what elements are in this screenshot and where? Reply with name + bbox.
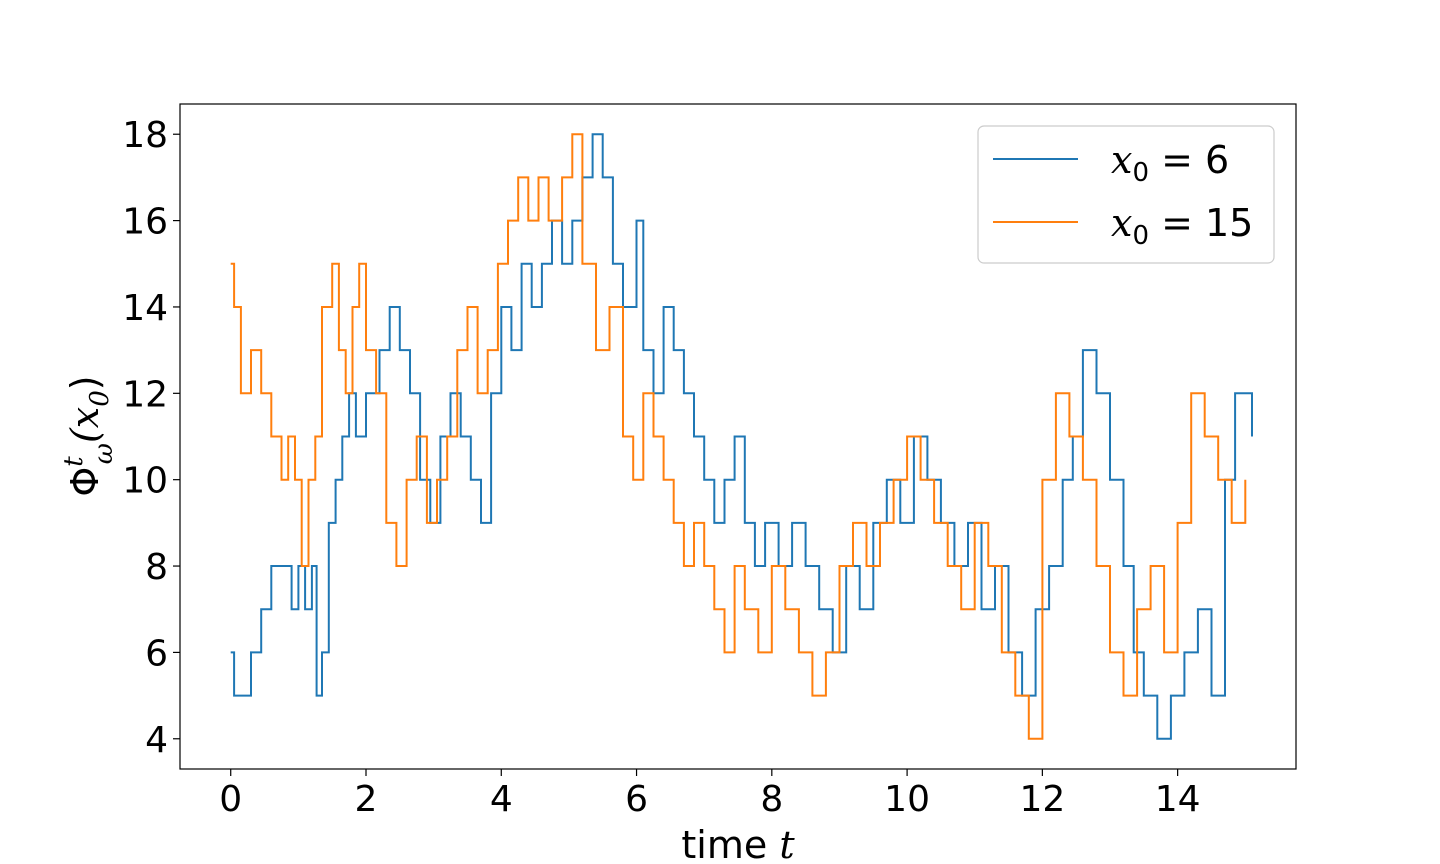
x-axis-label: time t xyxy=(681,823,795,864)
x-tick-label: 6 xyxy=(625,779,648,820)
x-tick-label: 0 xyxy=(219,779,242,820)
x-tick-label: 12 xyxy=(1019,779,1065,820)
y-tick-label: 10 xyxy=(122,461,168,502)
x-tick-label: 2 xyxy=(355,779,378,820)
y-tick-label: 18 xyxy=(122,115,168,156)
svg-text:Φtω(x0): Φtω(x0) xyxy=(59,375,119,496)
x-tick-label: 14 xyxy=(1155,779,1201,820)
y-tick-label: 8 xyxy=(145,547,168,588)
y-axis-label-main: Φ xyxy=(63,467,107,497)
y-tick-label: 4 xyxy=(145,720,168,761)
y-axis-label-close: ) xyxy=(63,375,107,390)
series-line-1 xyxy=(230,133,1253,740)
legend: x0 = 6 x0 = 15 xyxy=(977,125,1275,264)
series-layer xyxy=(230,133,1253,740)
y-axis-label: Φtω(x0) xyxy=(59,375,119,496)
legend-box xyxy=(977,125,1275,264)
series-line-2 xyxy=(230,133,1247,740)
y-tick-label: 14 xyxy=(122,288,168,329)
y-axis-label-arg: (x xyxy=(63,407,107,443)
legend-label-series-1: x0 = 6 xyxy=(1111,138,1229,188)
y-axis-label-sub: ω xyxy=(89,443,119,464)
y-axis-label-sup: t xyxy=(59,456,89,467)
y-axis-label-arg-sub: 0 xyxy=(85,390,115,407)
x-tick-label: 8 xyxy=(760,779,783,820)
legend-label-series-2: x0 = 15 xyxy=(1111,201,1253,251)
y-axis-ticks: 4 6 8 10 12 14 16 18 xyxy=(122,115,180,761)
x-axis-ticks: 0 2 4 6 8 10 12 14 xyxy=(219,769,1201,820)
x-axis-label-text: time xyxy=(681,823,767,864)
y-tick-label: 16 xyxy=(122,202,168,243)
x-axis-label-var: t xyxy=(779,823,795,864)
y-tick-label: 6 xyxy=(145,633,168,674)
y-tick-label: 12 xyxy=(122,374,168,415)
x-tick-label: 10 xyxy=(884,779,930,820)
x-tick-label: 4 xyxy=(490,779,513,820)
